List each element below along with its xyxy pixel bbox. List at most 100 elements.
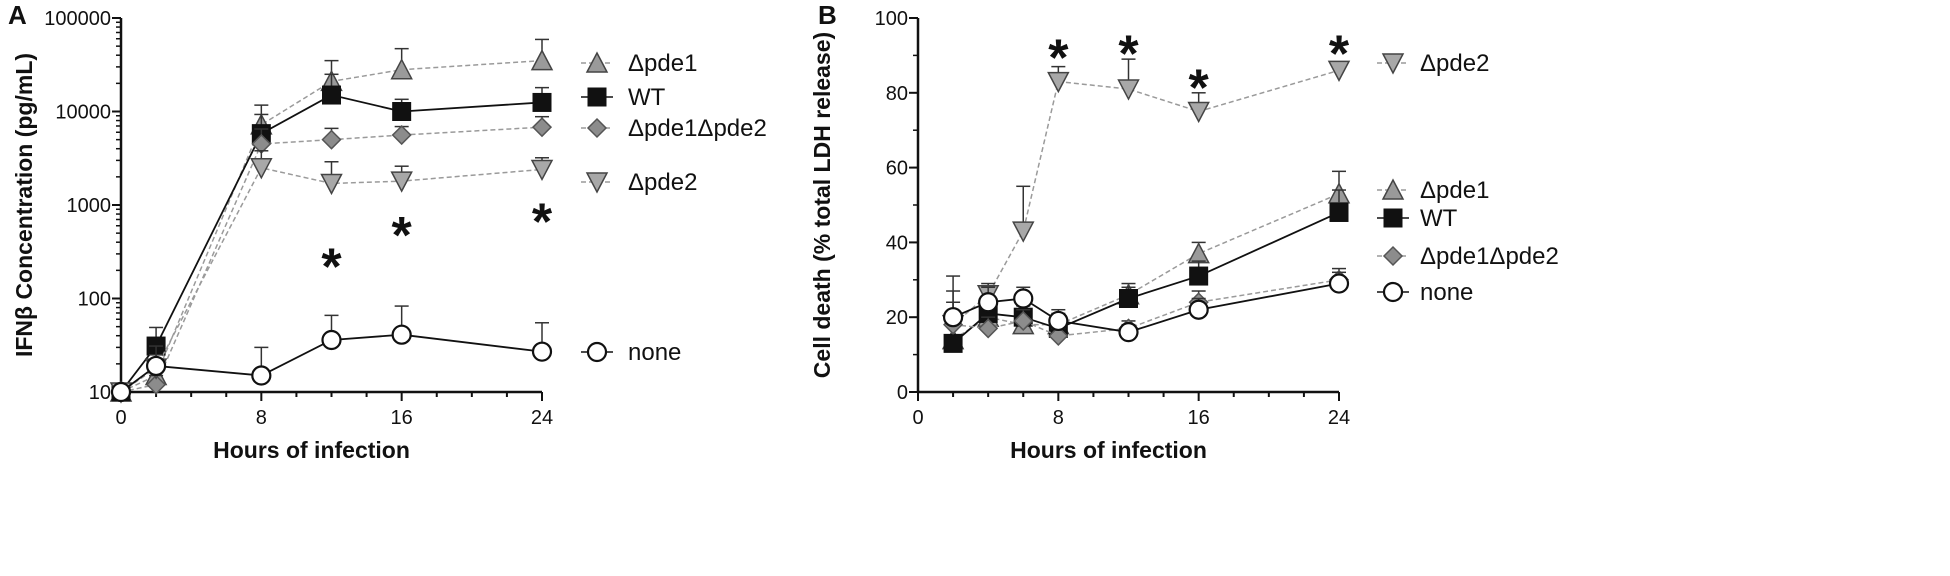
data-point [1048, 310, 1069, 332]
data-point [1118, 322, 1139, 343]
data-point [322, 85, 341, 105]
data-point [1187, 242, 1210, 264]
data-point [1117, 79, 1140, 101]
series-none [942, 271, 1350, 343]
y-tick-label: 1000 [67, 195, 112, 217]
y-axis-title: Cell death (% total LDH release) [809, 32, 835, 378]
x-axis-title: Hours of infection [213, 437, 410, 463]
x-tick-label: 16 [1188, 407, 1210, 429]
y-tick-label: 60 [886, 158, 908, 180]
y-tick-label: 80 [886, 83, 908, 105]
data-point [320, 173, 343, 196]
data-point [392, 102, 412, 121]
data-point [391, 124, 412, 146]
series-none [110, 305, 553, 403]
x-tick-label: 24 [531, 407, 553, 429]
data-point [942, 307, 964, 328]
significance-star: * [1118, 26, 1139, 84]
data-point [532, 92, 552, 112]
y-tick-label: 100 [78, 289, 111, 311]
legend-label: Δpde2 [1420, 50, 1489, 77]
data-point [1327, 60, 1351, 82]
x-tick-label: 0 [115, 407, 126, 429]
significance-star: * [1048, 29, 1069, 87]
legend-entry-none: none [1377, 279, 1473, 306]
legend-entry-wt: WT [581, 84, 666, 111]
data-point [978, 292, 999, 313]
legend-entry-dpde1: Δpde1 [1377, 177, 1489, 204]
data-point [390, 58, 413, 80]
legend-marker [587, 87, 607, 107]
data-point [1012, 221, 1035, 243]
data-point [145, 355, 167, 377]
data-point [1188, 299, 1209, 320]
data-point [250, 158, 273, 180]
data-point [1048, 325, 1069, 346]
legend-marker [1383, 208, 1403, 228]
data-point [1189, 266, 1209, 286]
legend-label: Δpde1 [628, 50, 697, 77]
panel-label: B [818, 0, 837, 30]
legend-entry-dpde1dpde2: Δpde1Δpde2 [581, 115, 767, 142]
y-tick-label: 100 [875, 8, 908, 30]
significance-star: * [392, 207, 413, 265]
data-point [1329, 202, 1349, 222]
data-point [530, 159, 554, 182]
series-wt [111, 73, 552, 402]
x-axis-title: Hours of infection [1010, 437, 1207, 463]
legend-label: Δpde1 [1420, 177, 1489, 204]
y-tick-label: 10000 [55, 102, 111, 124]
data-point [531, 341, 553, 362]
x-tick-label: 8 [1053, 407, 1064, 429]
legend-entry-dpde1dpde2: Δpde1Δpde2 [1377, 243, 1559, 270]
series-line [952, 282, 1340, 334]
significance-star: * [1189, 59, 1210, 117]
data-point [110, 381, 132, 403]
data-point [1013, 288, 1034, 309]
data-point [321, 129, 342, 150]
legend-marker [1382, 245, 1404, 267]
legend-label: none [1420, 279, 1473, 306]
legend-label: Δpde2 [628, 169, 697, 196]
data-point [390, 171, 413, 193]
data-point [1047, 71, 1070, 94]
panel-b: B 0 8 16 24 0 20 40 60 80 100 Hours of infection Cel… [809, 0, 1559, 463]
x-tick-label: 16 [391, 407, 413, 429]
data-point [391, 324, 412, 345]
series-line [952, 193, 1340, 341]
legend-label: Δpde1Δpde2 [628, 115, 767, 142]
legend-label: none [628, 339, 681, 366]
data-point [1119, 289, 1138, 308]
data-point [1187, 101, 1210, 124]
legend-entry-none: none [581, 339, 681, 366]
legend-marker [1381, 178, 1405, 200]
legend-marker [586, 341, 608, 363]
data-point [531, 117, 553, 138]
y-axis-title: IFNβ Concentration (pg/mL) [11, 53, 37, 357]
series-line [952, 69, 1340, 326]
y-tick-label: 100000 [44, 8, 111, 30]
y-tick-label: 0 [897, 382, 908, 404]
data-point [530, 49, 554, 71]
legend-marker [585, 51, 609, 73]
significance-star: * [1329, 26, 1350, 84]
legend-marker [585, 172, 609, 194]
legend-label: WT [1420, 205, 1458, 232]
legend-label: Δpde1Δpde2 [1420, 243, 1559, 270]
legend-entry-dpde1: Δpde1 [581, 50, 697, 77]
x-tick-label: 24 [1328, 407, 1350, 429]
series-wt [943, 189, 1349, 353]
data-point [251, 365, 272, 386]
significance-star: * [532, 193, 553, 251]
y-tick-label: 20 [886, 307, 908, 329]
data-point [1013, 310, 1034, 332]
significance-star: * [321, 239, 342, 297]
series-dpde1 [941, 170, 1351, 350]
data-point [943, 333, 963, 353]
legend-entry-dpde2: Δpde2 [581, 169, 697, 196]
legend-label: WT [628, 84, 666, 111]
legend-entry-wt: WT [1377, 205, 1458, 232]
panel-label: A [8, 0, 27, 30]
data-point [978, 318, 999, 339]
